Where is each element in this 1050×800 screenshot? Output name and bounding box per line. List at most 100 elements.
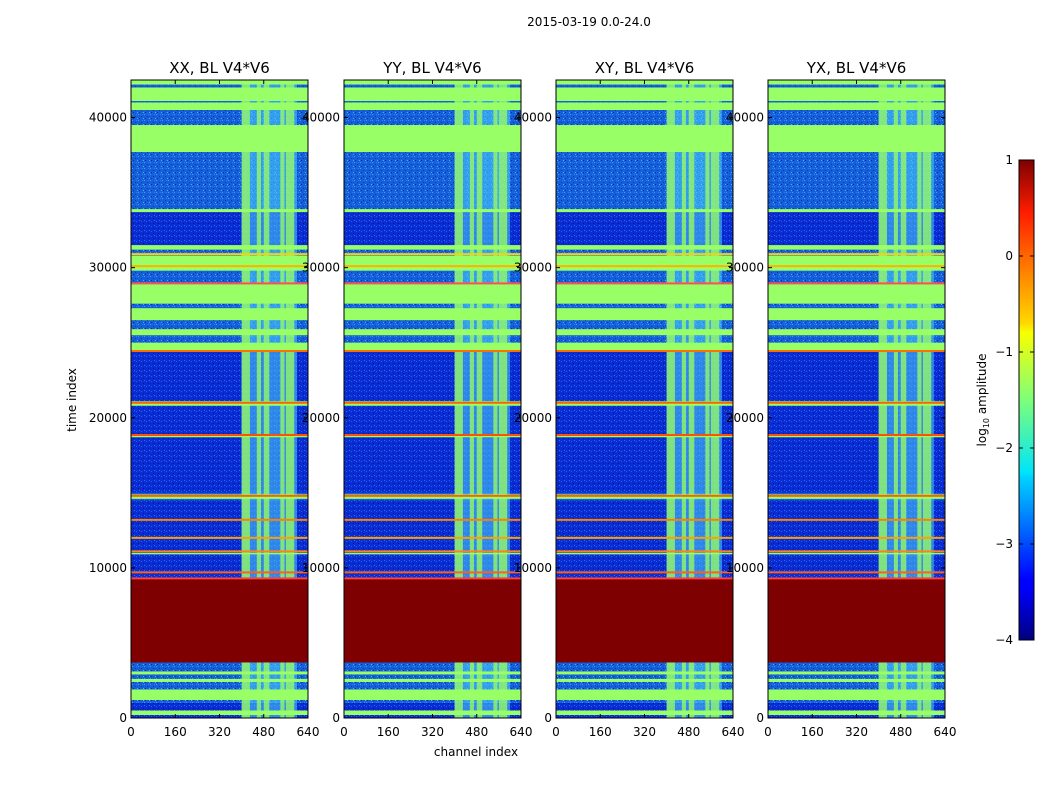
highlight-line	[556, 494, 733, 497]
y-tick-label: 0	[544, 711, 552, 725]
figure-suptitle: 2015-03-19 0.0-24.0	[527, 15, 651, 29]
highlight-line	[344, 349, 521, 352]
highlight-line	[131, 265, 308, 268]
flagged-band	[768, 329, 945, 336]
flagged-band	[768, 308, 945, 321]
flagged-band	[556, 282, 733, 304]
highlight-line	[768, 349, 945, 352]
flagged-band	[768, 209, 945, 213]
x-tick-label: 480	[889, 725, 912, 739]
x-tick-label: 0	[340, 725, 348, 739]
highlight-line	[768, 265, 945, 268]
flagged-band	[131, 102, 308, 111]
colorbar-tick-label: 0	[1005, 249, 1013, 263]
bright-channel-strip	[498, 80, 508, 718]
highlight-line	[768, 550, 945, 553]
y-axis-label: time index	[65, 368, 79, 432]
flagged-band	[344, 329, 521, 336]
x-tick-label: 640	[297, 725, 320, 739]
highlight-line	[768, 518, 945, 521]
panel-2: XY, BL V4*V6 0 160 320 480 640 0 10000 20000 3000…	[514, 59, 745, 739]
highlight-line	[344, 282, 521, 285]
flagged-band	[344, 245, 521, 250]
flagged-band	[131, 342, 308, 351]
flagged-band	[131, 282, 308, 304]
x-tick-label: 320	[421, 725, 444, 739]
highlight-line	[344, 434, 521, 437]
y-tick-label: 0	[119, 711, 127, 725]
colorbar-tick-label: −4	[995, 633, 1013, 647]
x-tick-label: 0	[127, 725, 135, 739]
x-tick-label: 0	[764, 725, 772, 739]
y-tick-label: 20000	[514, 411, 552, 425]
flagged-band	[131, 245, 308, 250]
panel-title: XY, BL V4*V6	[595, 59, 695, 77]
highlight-line	[131, 401, 308, 404]
highlight-line	[768, 253, 945, 256]
highlight-line	[131, 571, 308, 574]
x-tick-label: 160	[164, 725, 187, 739]
flagged-band	[131, 671, 308, 675]
x-tick-label: 160	[377, 725, 400, 739]
y-tick-label: 10000	[726, 561, 764, 575]
highlight-line	[344, 536, 521, 539]
flagged-band	[344, 552, 521, 555]
x-tick-label: 480	[677, 725, 700, 739]
flagged-band	[131, 209, 308, 213]
flagged-band	[768, 671, 945, 675]
y-tick-label: 40000	[514, 111, 552, 125]
highlight-line	[344, 253, 521, 256]
flagged-band	[131, 552, 308, 555]
highlight-line	[556, 401, 733, 404]
x-tick-label: 480	[252, 725, 275, 739]
highlight-line	[556, 577, 733, 580]
highlight-line	[344, 518, 521, 521]
highlight-line	[556, 434, 733, 437]
x-tick-label: 640	[510, 725, 533, 739]
highlight-line	[768, 401, 945, 404]
flagged-band	[768, 552, 945, 555]
bright-channel-strip	[688, 80, 695, 718]
highlight-line	[344, 265, 521, 268]
colorbar: 1 0 −1 −2 −3 −4 log10 amplitude	[975, 153, 1035, 647]
flagged-band	[768, 689, 945, 700]
highlight-line	[131, 550, 308, 553]
y-tick-label: 0	[332, 711, 340, 725]
y-tick-label: 10000	[514, 561, 552, 575]
flagged-band	[344, 689, 521, 700]
flagged-band	[344, 125, 521, 153]
panel-1: YY, BL V4*V6 0 160 320 480 640 0 10000 20000 3000…	[302, 59, 533, 739]
y-tick-label: 30000	[514, 261, 552, 275]
flagged-band	[768, 87, 945, 102]
bright-channel-strip	[681, 80, 686, 718]
flagged-band	[768, 125, 945, 153]
flagged-band	[344, 710, 521, 715]
y-tick-label: 40000	[302, 111, 340, 125]
flagged-band	[556, 552, 733, 555]
saturated-band	[131, 578, 308, 663]
x-tick-label: 640	[934, 725, 957, 739]
flagged-band	[131, 689, 308, 700]
highlight-line	[131, 253, 308, 256]
y-tick-label: 20000	[302, 411, 340, 425]
bright-channel-strip	[666, 80, 675, 718]
flagged-band	[131, 125, 308, 153]
flagged-band	[344, 678, 521, 682]
x-tick-label: 160	[589, 725, 612, 739]
highlight-line	[556, 253, 733, 256]
flagged-band	[768, 678, 945, 682]
panel-image	[768, 80, 945, 718]
flagged-band	[768, 710, 945, 715]
highlight-line	[556, 536, 733, 539]
flagged-band	[556, 342, 733, 351]
colorbar-label: log10 amplitude	[975, 354, 991, 447]
highlight-line	[768, 434, 945, 437]
colorbar-tick-label: −2	[995, 441, 1013, 455]
panel-title: YX, BL V4*V6	[806, 59, 907, 77]
bright-channel-strip	[900, 80, 907, 718]
flagged-band	[344, 342, 521, 351]
highlight-line	[768, 536, 945, 539]
highlight-line	[131, 494, 308, 497]
colorbar-tick-label: −1	[995, 345, 1013, 359]
flagged-band	[768, 245, 945, 250]
